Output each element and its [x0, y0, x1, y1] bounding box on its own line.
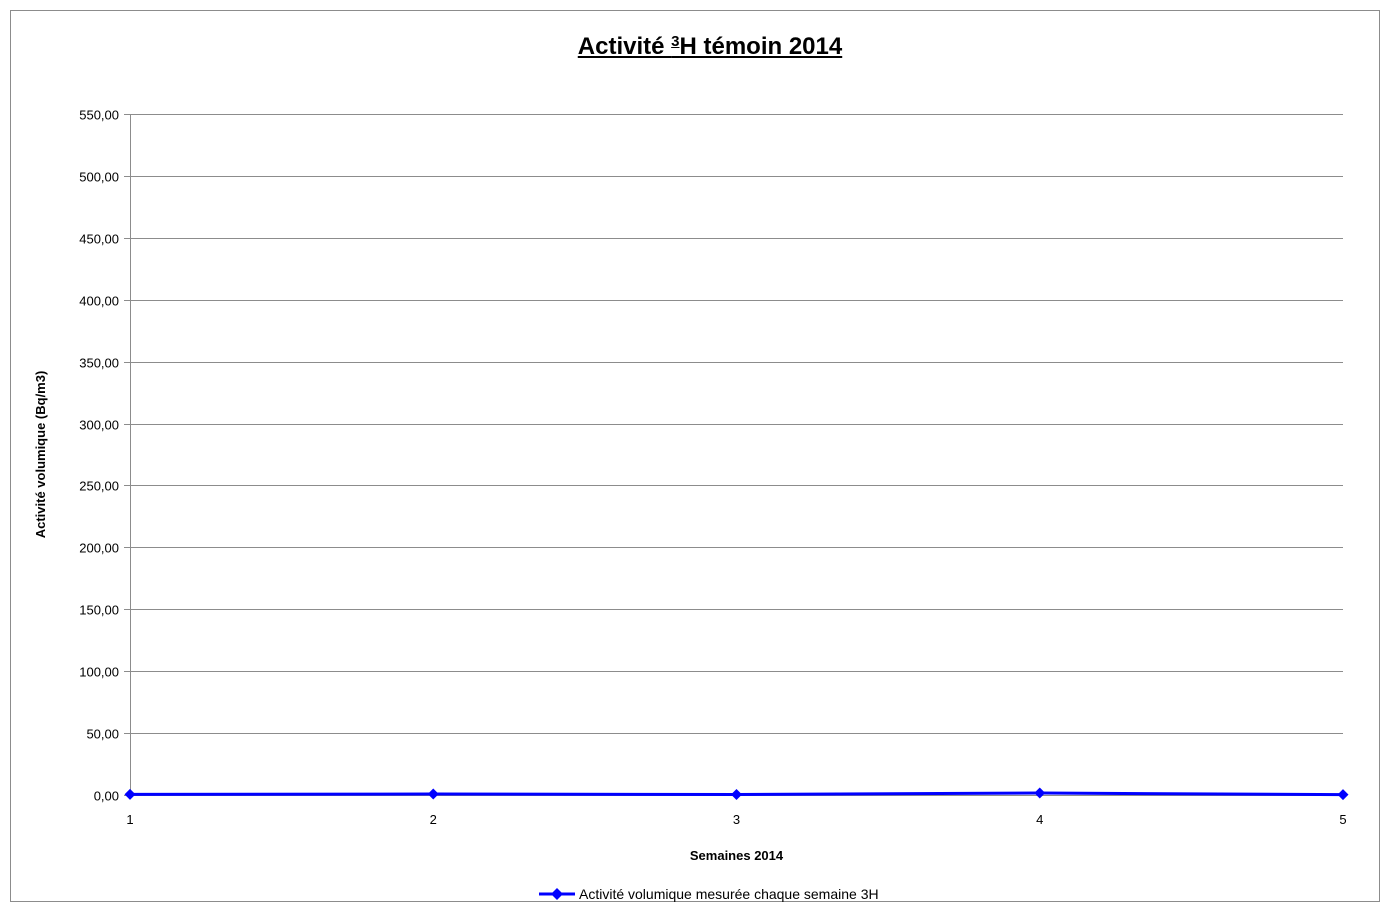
x-tick-labels: 1 2 3 4 5 — [126, 812, 1346, 827]
y-tick-label: 250,00 — [79, 479, 119, 494]
data-point — [427, 788, 439, 800]
y-tick-label: 350,00 — [79, 356, 119, 371]
x-tick-label: 1 — [126, 812, 133, 827]
y-tick-label: 400,00 — [79, 294, 119, 309]
chart-title-superscript: 3 — [671, 33, 680, 50]
chart-title-after: H témoin 2014 — [679, 33, 843, 60]
x-tick-label: 2 — [430, 812, 437, 827]
series — [124, 787, 1349, 801]
axes — [124, 114, 1343, 796]
y-tick-label: 150,00 — [79, 603, 119, 618]
y-tick-label: 50,00 — [86, 727, 119, 742]
data-point — [1337, 789, 1349, 801]
chart-title: Activité 3H témoin 2014 — [0, 33, 1382, 61]
y-tick-label: 500,00 — [79, 170, 119, 185]
x-tick-label: 3 — [733, 812, 740, 827]
y-tick-label: 550,00 — [79, 108, 119, 123]
y-axis-title: Activité volumique (Bq/m3) — [33, 371, 48, 539]
y-tick-label: 200,00 — [79, 541, 119, 556]
legend-label: Activité volumique mesurée chaque semain… — [579, 886, 879, 902]
y-tick-label: 300,00 — [79, 418, 119, 433]
x-axis-title: Semaines 2014 — [690, 848, 784, 863]
legend: Activité volumique mesurée chaque semain… — [537, 884, 879, 904]
data-point — [1034, 787, 1046, 799]
x-tick-label: 4 — [1036, 812, 1043, 827]
x-tick-label: 5 — [1339, 812, 1346, 827]
chart-area — [10, 10, 1380, 902]
y-tick-label: 0,00 — [94, 789, 119, 804]
grid-lines — [130, 114, 1343, 734]
y-tick-labels: 0,00 50,00 100,00 150,00 200,00 250,00 300,00 3… — [79, 108, 119, 804]
chart-title-before: Activité — [577, 33, 672, 60]
data-point — [124, 788, 136, 800]
y-tick-label: 100,00 — [79, 665, 119, 680]
y-tick-label: 450,00 — [79, 232, 119, 247]
data-point — [731, 789, 742, 801]
legend-swatch-icon — [539, 888, 575, 900]
